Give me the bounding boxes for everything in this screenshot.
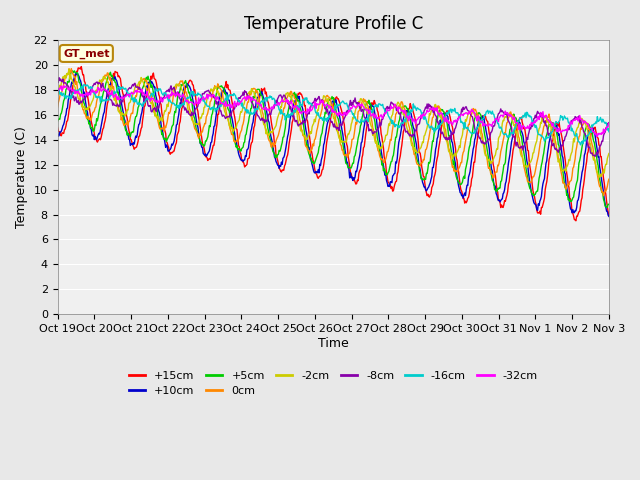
0cm bbox=[417, 160, 425, 166]
-16cm bbox=[63, 94, 71, 99]
-8cm bbox=[55, 75, 63, 81]
-32cm bbox=[401, 108, 409, 113]
+10cm bbox=[206, 144, 214, 150]
-8cm bbox=[121, 92, 129, 98]
+15cm bbox=[417, 156, 425, 162]
0cm bbox=[54, 104, 61, 110]
0cm bbox=[63, 71, 71, 76]
Line: -16cm: -16cm bbox=[58, 84, 609, 145]
-32cm bbox=[54, 85, 61, 91]
+10cm bbox=[54, 130, 61, 135]
-16cm bbox=[81, 82, 88, 87]
+15cm bbox=[572, 218, 580, 224]
0cm bbox=[600, 193, 607, 199]
+5cm bbox=[604, 204, 611, 210]
Line: 0cm: 0cm bbox=[58, 69, 609, 196]
+5cm bbox=[177, 82, 185, 87]
+10cm bbox=[177, 100, 185, 106]
-8cm bbox=[206, 90, 214, 96]
-8cm bbox=[54, 80, 61, 86]
-16cm bbox=[417, 108, 425, 114]
+5cm bbox=[401, 103, 409, 108]
+5cm bbox=[63, 79, 71, 84]
Line: -8cm: -8cm bbox=[58, 78, 609, 156]
-32cm bbox=[65, 87, 72, 93]
-32cm bbox=[417, 112, 425, 118]
-16cm bbox=[54, 87, 61, 93]
-2cm bbox=[596, 174, 604, 180]
+15cm bbox=[77, 64, 85, 70]
-32cm bbox=[605, 121, 612, 127]
Legend: +15cm, +10cm, +5cm, 0cm, -2cm, -8cm, -16cm, -32cm: +15cm, +10cm, +5cm, 0cm, -2cm, -8cm, -16… bbox=[124, 366, 542, 401]
-2cm bbox=[605, 151, 612, 156]
+10cm bbox=[605, 214, 612, 219]
+10cm bbox=[401, 111, 409, 117]
0cm bbox=[121, 122, 129, 128]
X-axis label: Time: Time bbox=[318, 336, 349, 349]
-8cm bbox=[65, 84, 72, 89]
0cm bbox=[177, 78, 185, 84]
-2cm bbox=[401, 114, 409, 120]
-2cm bbox=[206, 90, 214, 96]
Line: +15cm: +15cm bbox=[58, 67, 609, 221]
+10cm bbox=[72, 70, 80, 76]
+15cm bbox=[121, 104, 129, 110]
-16cm bbox=[577, 142, 584, 148]
-8cm bbox=[417, 115, 425, 121]
-16cm bbox=[401, 117, 409, 122]
-32cm bbox=[177, 94, 185, 100]
-2cm bbox=[121, 113, 129, 119]
+15cm bbox=[177, 111, 185, 117]
+5cm bbox=[54, 119, 61, 124]
-16cm bbox=[206, 107, 214, 112]
+15cm bbox=[54, 124, 61, 130]
-8cm bbox=[177, 98, 185, 104]
-2cm bbox=[417, 144, 425, 150]
+5cm bbox=[121, 124, 129, 130]
+15cm bbox=[206, 156, 214, 162]
-32cm bbox=[121, 94, 129, 99]
+10cm bbox=[417, 174, 425, 180]
Line: -2cm: -2cm bbox=[58, 70, 609, 177]
Text: GT_met: GT_met bbox=[63, 48, 109, 59]
-2cm bbox=[54, 93, 61, 98]
+5cm bbox=[206, 124, 214, 130]
-8cm bbox=[605, 120, 612, 126]
+5cm bbox=[417, 176, 425, 181]
-8cm bbox=[401, 126, 409, 132]
+10cm bbox=[63, 105, 71, 111]
-2cm bbox=[65, 67, 73, 72]
0cm bbox=[401, 107, 409, 112]
-2cm bbox=[177, 84, 185, 90]
+5cm bbox=[68, 68, 76, 74]
0cm bbox=[206, 99, 214, 105]
0cm bbox=[65, 66, 73, 72]
0cm bbox=[605, 176, 612, 182]
-16cm bbox=[605, 129, 612, 134]
+15cm bbox=[605, 213, 612, 218]
Title: Temperature Profile C: Temperature Profile C bbox=[244, 15, 423, 33]
+5cm bbox=[605, 202, 612, 207]
-16cm bbox=[121, 85, 129, 91]
-32cm bbox=[60, 83, 67, 88]
+10cm bbox=[121, 118, 129, 123]
-32cm bbox=[206, 92, 214, 98]
Line: -32cm: -32cm bbox=[58, 85, 609, 136]
-32cm bbox=[593, 133, 601, 139]
-8cm bbox=[591, 154, 599, 159]
-2cm bbox=[63, 72, 71, 77]
Y-axis label: Temperature (C): Temperature (C) bbox=[15, 126, 28, 228]
+15cm bbox=[63, 118, 71, 124]
-16cm bbox=[177, 102, 185, 108]
Line: +10cm: +10cm bbox=[58, 73, 609, 216]
Line: +5cm: +5cm bbox=[58, 71, 609, 207]
+15cm bbox=[401, 120, 409, 125]
